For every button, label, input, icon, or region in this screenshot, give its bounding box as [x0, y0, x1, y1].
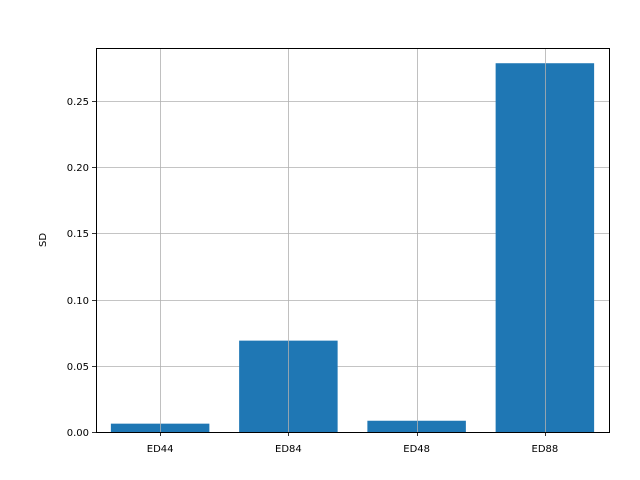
- bar-ed48: [367, 420, 466, 432]
- x-tick-label: ED44: [147, 444, 174, 455]
- x-grid-lines: [160, 48, 546, 432]
- y-tick-label: 0.20: [67, 163, 89, 174]
- y-axis-ticks: 0.00 0.05 0.10 0.15 0.20 0.25: [67, 97, 96, 439]
- y-tick-label: 0.00: [67, 428, 89, 439]
- y-tick-label: 0.15: [67, 229, 89, 240]
- y-tick-label: 0.05: [67, 362, 89, 373]
- x-tick-label: ED84: [275, 444, 302, 455]
- y-tick-label: 0.25: [67, 97, 89, 108]
- bars: [110, 63, 595, 432]
- x-tick-label: ED88: [532, 444, 559, 455]
- x-tick-label: ED48: [403, 444, 430, 455]
- x-axis-ticks: ED44 ED84 ED48 ED88: [147, 432, 559, 455]
- y-axis-label: SD: [38, 233, 49, 247]
- y-tick-label: 0.10: [67, 296, 89, 307]
- plot-frame: [96, 48, 610, 433]
- bar-ed88: [495, 63, 595, 432]
